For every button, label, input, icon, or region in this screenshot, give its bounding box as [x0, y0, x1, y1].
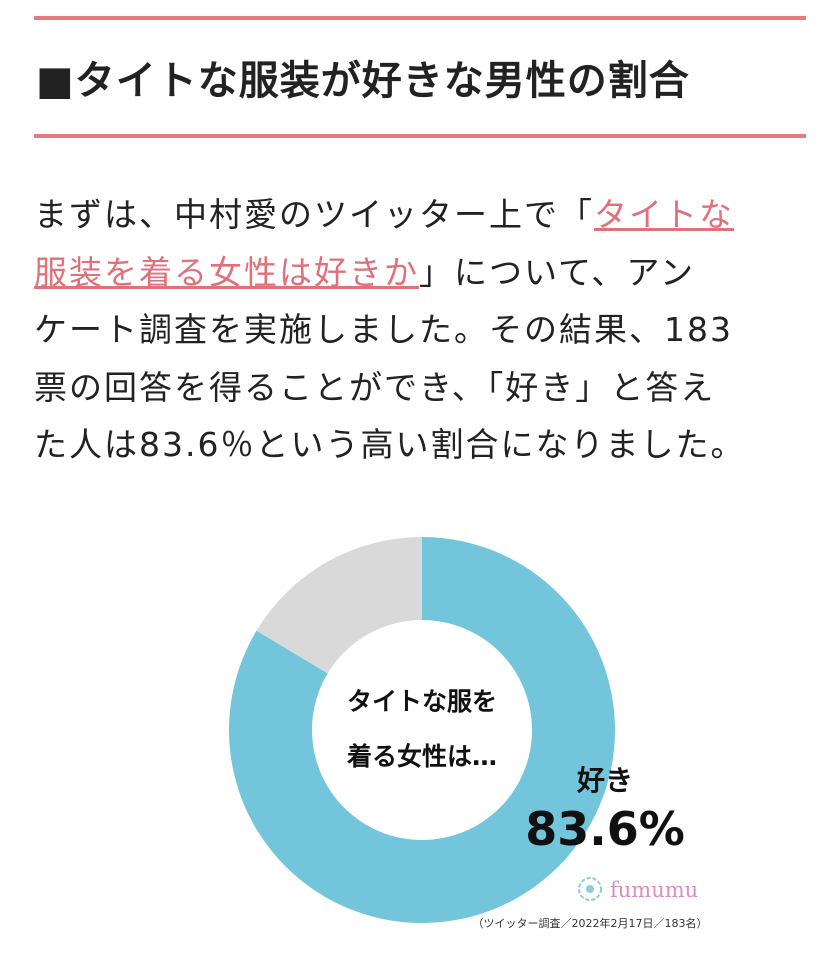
- heading-top-rule: [34, 16, 806, 20]
- source-note: （ツイッター調査／2022年2月17日／183名）: [473, 916, 708, 930]
- donut-chart: タイトな服を 着る女性は… 好き 83.6% fumumu （ツイッター調査／2…: [228, 537, 708, 930]
- section-heading: ■タイトな服装が好きな男性の割合: [36, 48, 690, 106]
- body-text: まずは、中村愛のツイッター上で「: [34, 195, 594, 234]
- heading-text: タイトな服装が好きな男性の割合: [74, 58, 690, 104]
- body-text: ケート調査を実施しました。その結果、183: [34, 310, 733, 349]
- survey-link-cont[interactable]: 服装を着る女性は好きか: [34, 252, 419, 292]
- center-label-line2: 着る女性は…: [346, 742, 497, 771]
- slice-value-label: 83.6%: [525, 802, 685, 856]
- body-text: 」について、アン: [419, 252, 696, 292]
- body-text: 票の回答を得ることができ、「好き」と答え: [34, 367, 716, 407]
- donut-hole: [312, 620, 532, 840]
- heading-marker: ■: [36, 58, 75, 104]
- body-text: た人は83.6％という高い割合になりました。: [34, 425, 746, 464]
- flower-logo-icon: [578, 877, 602, 901]
- center-label-line1: タイトな服を: [347, 687, 497, 716]
- slice-label: 好き: [576, 764, 633, 797]
- heading-bottom-rule: [34, 134, 806, 138]
- body-paragraph: まずは、中村愛のツイッター上で「タイトな 服装を着る女性は好きか」について、アン…: [34, 186, 814, 474]
- survey-link[interactable]: タイトな: [594, 195, 734, 234]
- logo-text: fumumu: [610, 878, 698, 902]
